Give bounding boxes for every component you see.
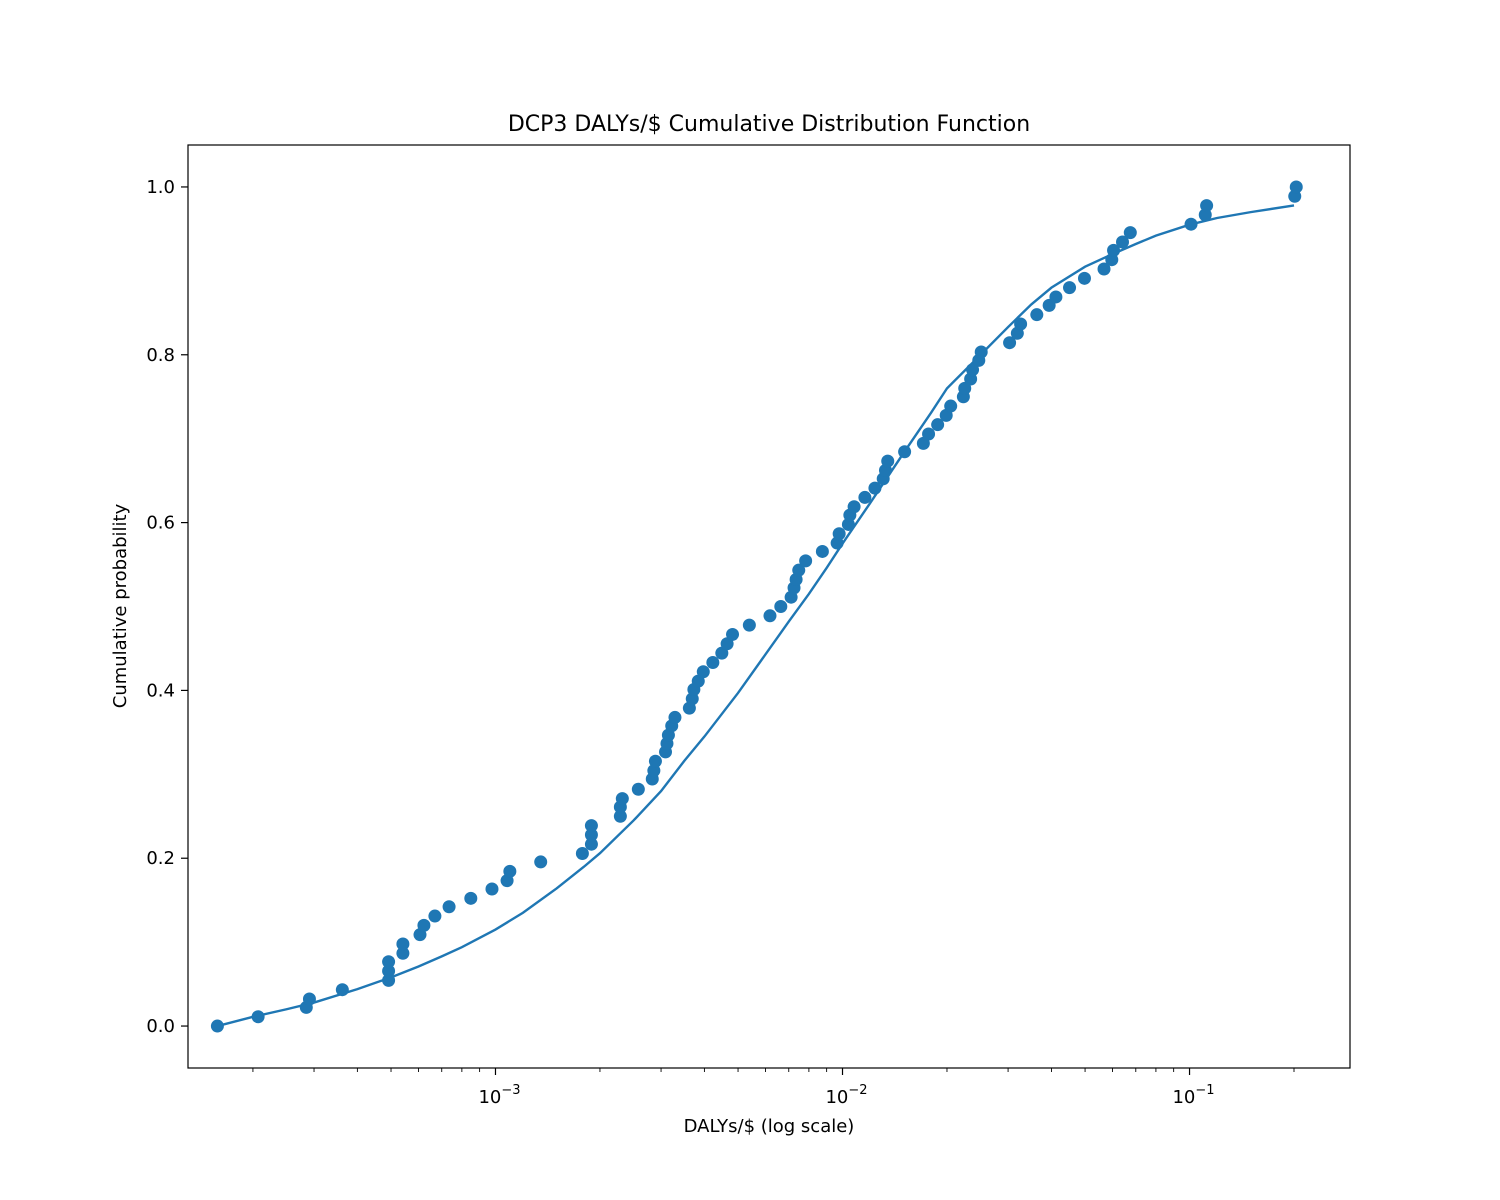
data-point xyxy=(832,527,846,541)
x-tick-label: 10−1 xyxy=(1172,1083,1214,1108)
data-point xyxy=(858,490,872,504)
data-point xyxy=(631,782,645,796)
fitted-cdf-line xyxy=(217,204,1295,1028)
data-point xyxy=(726,627,740,641)
y-tick-label: 0.6 xyxy=(146,513,175,534)
data-point xyxy=(1123,226,1137,240)
data-point xyxy=(584,819,598,833)
data-point xyxy=(417,918,431,932)
data-point xyxy=(922,427,936,441)
data-point xyxy=(1184,217,1198,231)
data-point xyxy=(944,399,958,413)
x-axis: 10−3 10−2 10−1 xyxy=(252,1068,1295,1108)
data-point xyxy=(1097,262,1111,276)
data-point xyxy=(428,909,442,923)
data-point xyxy=(792,563,806,577)
data-point xyxy=(382,973,396,987)
data-point xyxy=(335,983,349,997)
data-point xyxy=(974,345,988,359)
data-point xyxy=(881,454,895,468)
data-point xyxy=(1063,281,1077,295)
data-point xyxy=(898,445,912,459)
data-point xyxy=(575,847,589,861)
data-point xyxy=(763,609,777,623)
data-point xyxy=(668,710,682,724)
data-point xyxy=(584,828,598,842)
data-point xyxy=(382,964,396,978)
data-point xyxy=(799,554,813,568)
y-tick-label: 0.8 xyxy=(146,345,175,366)
data-point xyxy=(382,955,396,969)
data-point xyxy=(1289,180,1303,194)
y-axis-label: Cumulative probability xyxy=(110,503,131,708)
x-tick-label: 10−3 xyxy=(478,1083,520,1108)
plot-area xyxy=(210,180,1303,1033)
chart-title: DCP3 DALYs/$ Cumulative Distribution Fun… xyxy=(508,112,1030,137)
data-point xyxy=(485,882,499,896)
data-point xyxy=(966,363,980,377)
data-point xyxy=(742,618,756,632)
data-point xyxy=(648,754,662,768)
data-point xyxy=(847,500,861,514)
data-point xyxy=(396,946,410,960)
data-point xyxy=(251,1010,265,1024)
x-tick-label: 10−2 xyxy=(825,1083,867,1108)
y-tick-label: 0.4 xyxy=(146,680,175,701)
data-point xyxy=(1014,317,1028,331)
data-point xyxy=(868,481,882,495)
data-point xyxy=(1003,336,1017,350)
data-point xyxy=(1077,271,1091,285)
x-axis-label: DALYs/$ (log scale) xyxy=(684,1116,855,1137)
data-point xyxy=(210,1019,224,1033)
data-point xyxy=(534,855,548,869)
data-point xyxy=(302,992,316,1006)
data-point xyxy=(442,900,456,914)
y-tick-label: 1.0 xyxy=(146,177,175,198)
data-point xyxy=(815,544,829,558)
y-axis: 0.0 0.2 0.4 0.6 0.8 1.0 xyxy=(146,177,188,1037)
data-point xyxy=(396,937,410,951)
data-point xyxy=(615,792,629,806)
data-point xyxy=(613,809,627,823)
data-point xyxy=(1030,308,1044,322)
data-point xyxy=(931,418,945,432)
axes-frame xyxy=(187,144,1351,1069)
y-tick-label: 0.0 xyxy=(146,1016,175,1037)
y-tick-label: 0.2 xyxy=(146,848,175,869)
data-point xyxy=(1049,290,1063,304)
data-point xyxy=(503,864,517,878)
data-point xyxy=(584,837,598,851)
data-point xyxy=(1200,199,1214,213)
data-point xyxy=(464,891,478,905)
data-point xyxy=(706,655,720,669)
data-point xyxy=(958,381,972,395)
data-point xyxy=(1116,235,1130,249)
data-point xyxy=(1107,243,1121,257)
data-point xyxy=(774,600,788,613)
data-point xyxy=(696,665,710,679)
